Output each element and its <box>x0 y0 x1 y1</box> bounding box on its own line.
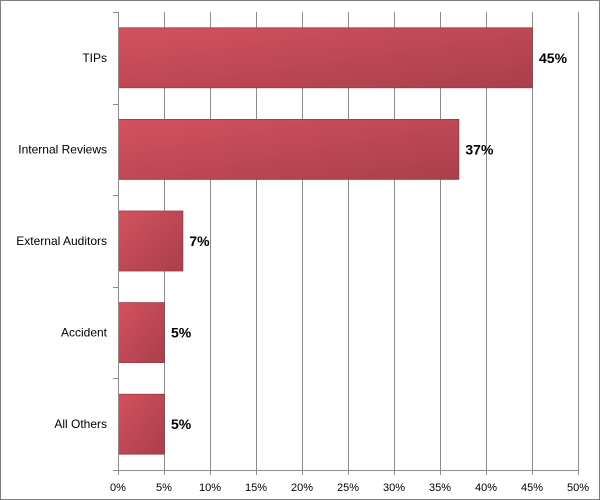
x-tick-label-10: 10% <box>199 482 221 494</box>
category-label-all-others: All Others <box>54 417 107 431</box>
data-label-all-others: 5% <box>171 416 192 432</box>
x-tick-label-5: 5% <box>156 482 172 494</box>
category-label-external-auditors: External Auditors <box>16 234 107 248</box>
bar-external-auditors <box>118 210 184 272</box>
data-label-accident: 5% <box>171 325 192 341</box>
x-tick-label-20: 20% <box>291 482 313 494</box>
x-tick-label-0: 0% <box>110 482 126 494</box>
bar-internal-reviews <box>118 119 460 180</box>
labels: 0% 5% 10% 15% 20% 25% 30% 35% 40% 45% 50% TIPs 45% In… <box>16 50 589 494</box>
data-label-external-auditors: 7% <box>189 233 210 249</box>
bar-tips <box>118 27 533 89</box>
category-label-tips: TIPs <box>82 51 107 65</box>
x-tick-label-25: 25% <box>337 482 359 494</box>
x-tick-label-40: 40% <box>475 482 497 494</box>
category-label-accident: Accident <box>61 326 108 340</box>
x-tick-label-50: 50% <box>567 482 589 494</box>
bar-accident <box>118 302 165 363</box>
bar-all-others <box>118 393 165 455</box>
category-label-internal-reviews: Internal Reviews <box>18 142 107 156</box>
bars <box>118 27 533 455</box>
axes <box>113 12 579 475</box>
data-label-internal-reviews: 37% <box>465 141 494 157</box>
x-tick-label-35: 35% <box>429 482 451 494</box>
x-tick-label-15: 15% <box>245 482 267 494</box>
x-tick-label-45: 45% <box>521 482 543 494</box>
data-label-tips: 45% <box>539 50 568 66</box>
x-tick-label-30: 30% <box>383 482 405 494</box>
gridlines <box>164 12 579 470</box>
